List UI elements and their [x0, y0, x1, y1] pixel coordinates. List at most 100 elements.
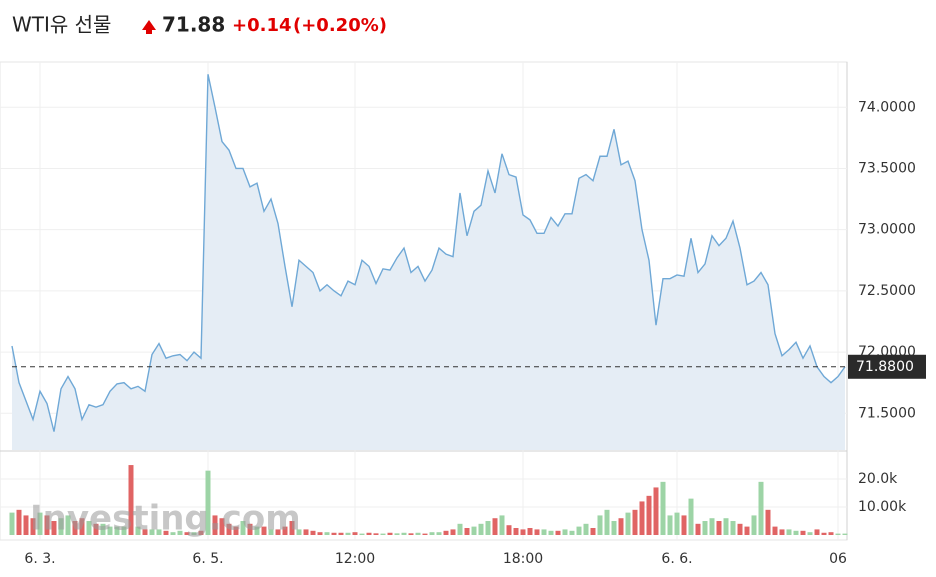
volume-bar: [303, 529, 309, 535]
volume-bar: [835, 533, 841, 535]
y-tick-label: 10.00k: [858, 499, 907, 515]
volume-bar: [177, 530, 183, 535]
volume-bar: [212, 515, 218, 535]
volume-bar: [800, 530, 806, 535]
volume-bar: [485, 521, 491, 535]
volume-bar: [625, 512, 631, 535]
change: +0.14: [232, 15, 292, 36]
volume-bar: [331, 532, 337, 535]
volume-bar: [310, 530, 316, 535]
volume-bar: [765, 509, 771, 535]
volume-bar: [79, 518, 85, 535]
volume-bar: [653, 487, 659, 535]
volume-bar: [604, 509, 610, 535]
volume-bar: [191, 532, 197, 535]
volume-bar: [114, 526, 120, 535]
volume-bar: [65, 515, 71, 535]
volume-bar: [751, 515, 757, 535]
volume-bar: [513, 528, 519, 535]
volume-bar: [667, 515, 673, 535]
volume-bar: [779, 529, 785, 535]
volume-bar: [520, 529, 526, 535]
volume-bar: [492, 518, 498, 535]
volume-bar: [37, 512, 43, 535]
volume-bar: [366, 532, 372, 535]
volume-bar: [471, 526, 477, 535]
volume-bar: [163, 530, 169, 535]
volume-bar: [709, 518, 715, 535]
volume-bar: [107, 526, 113, 535]
up-arrow: [142, 20, 156, 34]
volume-bar: [772, 526, 778, 535]
volume-bar: [380, 533, 386, 535]
volume-bar: [583, 523, 589, 535]
volume-bar: [569, 530, 575, 535]
y-tick-label: 20.0k: [858, 471, 898, 487]
volume-bar: [597, 515, 603, 535]
volume-bar: [338, 532, 344, 535]
last-price-label: 71.8800: [856, 359, 914, 375]
x-tick-label: 6. 5.: [192, 551, 223, 567]
volume-bar: [142, 529, 148, 535]
volume-bar: [100, 523, 106, 535]
volume-bar: [618, 518, 624, 535]
volume-bar: [828, 532, 834, 535]
volume-bar: [478, 523, 484, 535]
volume-bar: [744, 526, 750, 535]
volume-bar: [450, 529, 456, 535]
volume-bar: [737, 523, 743, 535]
volume-bar: [429, 532, 435, 535]
volume-bar: [548, 530, 554, 535]
volume-bar: [121, 526, 127, 535]
volume-bar: [233, 526, 239, 535]
volume-bar: [373, 533, 379, 535]
volume-bar: [681, 515, 687, 535]
volume-bar: [261, 526, 267, 535]
volume-bar: [275, 529, 281, 535]
volume-bar: [408, 533, 414, 535]
volume-bar: [268, 529, 274, 535]
volume-bar: [345, 532, 351, 535]
volume-bar: [44, 515, 50, 535]
volume-bar: [317, 532, 323, 535]
volume-bar: [149, 529, 155, 535]
volume-bar: [226, 523, 232, 535]
volume-bar: [443, 530, 449, 535]
last-price-box: [848, 354, 926, 379]
volume-bar: [219, 518, 225, 535]
volume-bar: [324, 532, 330, 535]
volume-bar: [814, 529, 820, 535]
volume-bar: [23, 515, 29, 535]
instrument-title: WTI유 선물: [12, 13, 111, 37]
volume-bar: [457, 523, 463, 535]
volume-bar: [723, 518, 729, 535]
watermark: Investing.com: [30, 499, 301, 539]
volume-bar: [58, 518, 64, 535]
plot: 6. 3. 6. 5. 12:00 18:00 6. 6. 0671.500072.000…: [0, 61, 926, 567]
volume-bar: [9, 512, 15, 535]
volume-bar: [688, 498, 694, 535]
volume-bar: [170, 532, 176, 535]
volume-bar: [135, 526, 141, 535]
volume-bar: [611, 521, 617, 535]
volume-bar: [422, 533, 428, 535]
volume-bar: [86, 521, 92, 535]
volume-bar: [394, 533, 400, 535]
x-tick-label: 06: [829, 551, 847, 567]
volume-bar: [184, 532, 190, 535]
volume-bar: [296, 529, 302, 535]
volume-bar: [702, 521, 708, 535]
y-tick-label: 73.0000: [858, 222, 916, 238]
volume-bar: [541, 529, 547, 535]
volume-bar: [387, 532, 393, 535]
volume-bar: [590, 528, 596, 535]
x-tick-label: 12:00: [335, 551, 375, 567]
volume-bar: [527, 528, 533, 535]
volume-bar: [576, 526, 582, 535]
x-tick-label: 6. 3.: [24, 551, 55, 567]
volume-bar: [282, 526, 288, 535]
x-tick-label: 18:00: [503, 551, 543, 567]
y-tick-label: 74.0000: [858, 99, 916, 115]
price-line: [11, 74, 846, 432]
